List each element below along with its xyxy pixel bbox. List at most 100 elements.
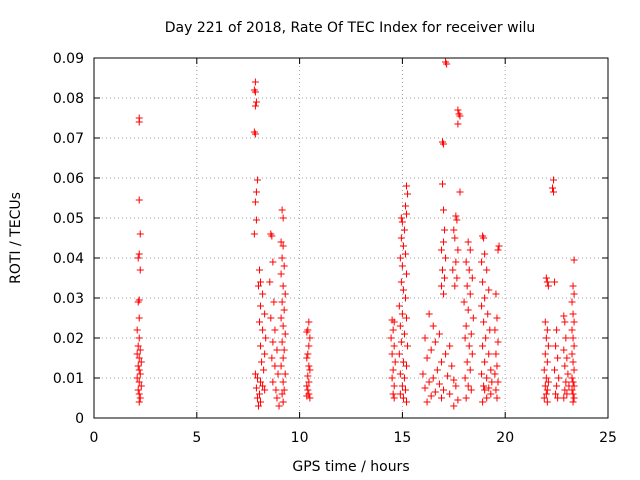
y-tick-label: 0.01	[53, 371, 84, 387]
data-point	[570, 382, 578, 390]
data-point	[389, 390, 397, 398]
data-point	[479, 398, 487, 406]
data-point	[554, 394, 562, 402]
data-point	[421, 334, 429, 342]
data-point	[442, 350, 450, 358]
data-point	[395, 350, 403, 358]
data-point	[425, 310, 433, 318]
data-point	[398, 262, 406, 270]
data-point	[560, 312, 568, 320]
data-point	[570, 290, 578, 298]
data-point	[427, 392, 435, 400]
data-point	[401, 294, 409, 302]
y-tick-label: 0.04	[53, 251, 84, 267]
data-point	[134, 254, 142, 262]
data-point	[277, 270, 285, 278]
data-point	[304, 386, 312, 394]
data-point	[267, 314, 275, 322]
data-point	[450, 402, 458, 410]
data-point	[251, 102, 259, 110]
data-point	[461, 334, 469, 342]
data-point	[463, 282, 471, 290]
data-point	[568, 374, 576, 382]
data-point	[266, 278, 274, 286]
data-point	[269, 338, 277, 346]
data-point	[391, 358, 399, 366]
data-point	[464, 306, 472, 314]
data-point	[260, 366, 268, 374]
data-point	[278, 390, 286, 398]
data-point	[449, 266, 457, 274]
data-point	[251, 78, 259, 86]
data-point	[390, 382, 398, 390]
data-point	[400, 226, 408, 234]
data-point	[305, 342, 313, 350]
x-axis-label: GPS time / hours	[292, 459, 409, 475]
data-point	[136, 370, 144, 378]
data-point	[135, 366, 143, 374]
data-point	[542, 274, 550, 282]
data-point	[560, 394, 568, 402]
data-point	[569, 390, 577, 398]
data-point	[481, 250, 489, 258]
data-point	[443, 60, 451, 68]
data-point	[544, 342, 552, 350]
data-point	[256, 318, 264, 326]
data-point	[257, 378, 265, 386]
data-point	[254, 282, 262, 290]
data-point	[478, 302, 486, 310]
data-point	[552, 342, 560, 350]
data-point	[437, 282, 445, 290]
data-point	[252, 216, 260, 224]
data-point	[494, 378, 502, 386]
data-point	[429, 322, 437, 330]
data-point	[493, 362, 501, 370]
data-point	[427, 346, 435, 354]
data-point	[389, 326, 397, 334]
data-point	[398, 310, 406, 318]
data-point	[279, 282, 287, 290]
data-point	[278, 254, 286, 262]
data-point	[403, 398, 411, 406]
data-point	[563, 390, 571, 398]
data-point	[552, 390, 560, 398]
data-point	[568, 326, 576, 334]
data-point	[553, 382, 561, 390]
data-point	[541, 350, 549, 358]
data-points	[133, 58, 578, 410]
data-point	[396, 390, 404, 398]
chart-title: Day 221 of 2018, Rate Of TEC Index for r…	[165, 20, 535, 36]
data-point	[400, 330, 408, 338]
y-tick-label: 0.03	[53, 291, 84, 307]
data-point	[485, 384, 493, 392]
data-point	[481, 358, 489, 366]
data-point	[251, 370, 259, 378]
data-point	[261, 386, 269, 394]
data-point	[397, 278, 405, 286]
data-point	[493, 394, 501, 402]
data-point	[492, 386, 500, 394]
data-point	[251, 130, 259, 138]
data-point	[133, 374, 141, 382]
data-point	[273, 346, 281, 354]
data-point	[136, 346, 144, 354]
data-point	[251, 88, 259, 96]
data-point	[137, 358, 145, 366]
data-point	[397, 338, 405, 346]
data-point	[563, 354, 571, 362]
data-point	[135, 196, 143, 204]
data-point	[551, 278, 559, 286]
data-point	[466, 290, 474, 298]
data-point	[561, 386, 569, 394]
y-tick-label: 0.09	[53, 51, 84, 67]
data-point	[397, 234, 405, 242]
data-point	[437, 394, 445, 402]
data-point	[570, 256, 578, 264]
data-point	[135, 354, 143, 362]
y-axis-label: ROTI / TECUs	[8, 192, 24, 284]
data-point	[423, 354, 431, 362]
data-point	[481, 294, 489, 302]
data-point	[570, 366, 578, 374]
